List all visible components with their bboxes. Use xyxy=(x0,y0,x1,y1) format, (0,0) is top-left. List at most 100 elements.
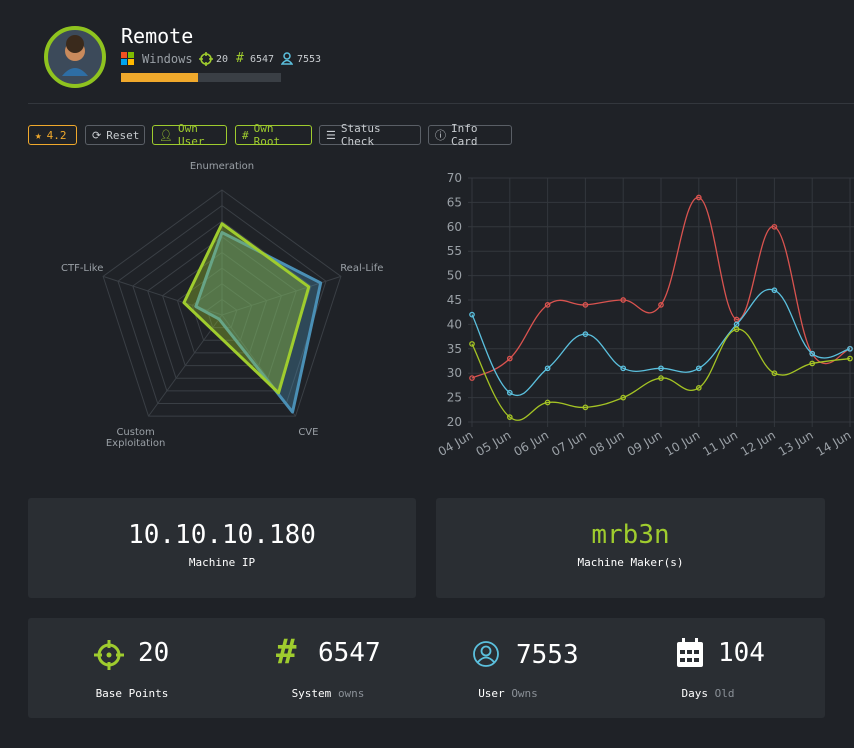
y-tick-label: 20 xyxy=(447,415,462,429)
stat-label-text: User xyxy=(478,687,505,700)
y-tick-label: 25 xyxy=(447,391,462,405)
points-icon xyxy=(199,52,213,66)
point xyxy=(847,345,853,352)
y-tick-label: 70 xyxy=(447,171,462,185)
radar-ring xyxy=(117,205,327,404)
line-series xyxy=(471,288,851,396)
radar-ring xyxy=(161,251,283,367)
line-series xyxy=(471,328,851,421)
stat-value: 7553 xyxy=(516,640,579,670)
point xyxy=(469,375,475,381)
point xyxy=(620,394,627,401)
own-user-label: Own User xyxy=(177,122,205,148)
progress-bar xyxy=(121,73,198,82)
user-icon xyxy=(281,52,293,65)
points-icon-large xyxy=(94,640,124,670)
calendar-icon xyxy=(677,638,703,667)
point xyxy=(695,384,702,391)
point xyxy=(469,311,475,318)
radar-ring xyxy=(132,220,312,392)
stat-value: 20 xyxy=(138,638,170,668)
point xyxy=(544,399,551,406)
status-check-button[interactable]: ☰ Status Check xyxy=(319,122,421,148)
y-tick-label: 30 xyxy=(447,366,462,380)
point xyxy=(658,365,664,372)
point xyxy=(582,302,589,308)
x-tick-label: 05 Jun xyxy=(474,428,514,459)
stat-sub: Old xyxy=(714,687,735,700)
stat-label: Days Old xyxy=(658,687,758,700)
y-tick-label: 40 xyxy=(447,317,462,331)
stat-label: User Owns xyxy=(458,687,558,700)
point xyxy=(506,414,513,420)
point xyxy=(771,370,778,377)
radar-label: Custom Exploitation xyxy=(105,426,166,449)
machine-maker[interactable]: mrb3n xyxy=(591,520,670,550)
point xyxy=(544,302,551,308)
machine-ip: 10.10.10.180 xyxy=(128,520,316,550)
user-icon-large xyxy=(473,641,499,667)
stat-label-text: Base Points xyxy=(95,687,169,700)
point xyxy=(469,341,475,347)
system-owns: 6547 xyxy=(250,54,275,65)
radar-label: CTF-Like xyxy=(60,262,104,274)
info-card-button[interactable]: ⓘ Info Card xyxy=(428,122,512,148)
radar-ring xyxy=(102,189,342,417)
point xyxy=(620,365,627,372)
point xyxy=(506,389,513,396)
point xyxy=(582,404,589,411)
x-tick-label: 13 Jun xyxy=(776,428,816,459)
point xyxy=(695,194,702,201)
radar-label: CVE xyxy=(298,426,319,438)
point xyxy=(658,375,664,381)
radar-area xyxy=(182,222,311,395)
radar-area xyxy=(194,231,323,414)
point xyxy=(809,360,816,367)
x-tick-label: 07 Jun xyxy=(549,428,589,459)
x-tick-label: 08 Jun xyxy=(587,428,627,459)
stats-card: # 20 6547 7553 104 Base Points System ow… xyxy=(28,618,825,718)
reset-button[interactable]: ⟳ Reset xyxy=(85,125,145,145)
point xyxy=(658,302,664,308)
y-tick-label: 55 xyxy=(447,244,462,258)
divider xyxy=(28,103,854,104)
avatar xyxy=(44,26,106,88)
point xyxy=(620,297,627,303)
point xyxy=(809,350,816,357)
point xyxy=(582,331,589,338)
user-owns: 7553 xyxy=(297,54,322,65)
own-user-button[interactable]: 👤︎ Own User xyxy=(152,122,227,148)
point xyxy=(771,223,778,230)
x-tick-label: 06 Jun xyxy=(511,428,551,459)
own-root-button[interactable]: # Own Root xyxy=(235,122,312,148)
stat-value: 104 xyxy=(718,638,765,668)
x-tick-label: 10 Jun xyxy=(663,428,703,459)
machine-ip-label: Machine IP xyxy=(188,556,256,569)
y-tick-label: 65 xyxy=(447,195,462,209)
radar-ring xyxy=(206,298,238,329)
y-tick-label: 45 xyxy=(447,293,462,307)
os: Windows xyxy=(142,52,193,66)
x-tick-label: 04 Jun xyxy=(436,428,476,459)
hash-icon-large: # xyxy=(276,632,297,672)
point xyxy=(733,326,740,333)
points: 20 xyxy=(216,54,229,65)
radar-label: Enumeration xyxy=(189,161,255,172)
hash-icon: # xyxy=(236,51,244,66)
stat-label-text: Days xyxy=(681,687,709,700)
radar-spoke xyxy=(148,314,223,417)
rating-button[interactable]: ★ 4.2 xyxy=(28,125,77,145)
reset-label: Reset xyxy=(106,128,140,142)
maker-card[interactable]: mrb3n Machine Maker(s) xyxy=(436,498,825,598)
point xyxy=(544,365,551,372)
radar-chart xyxy=(102,189,342,417)
point xyxy=(506,355,513,362)
point xyxy=(771,287,778,294)
stat-sub: owns xyxy=(337,687,365,700)
radar-ring xyxy=(147,236,297,379)
stat-label: Base Points xyxy=(82,687,182,700)
progress-track xyxy=(121,73,281,82)
stat-value: 6547 xyxy=(318,638,381,668)
stat-sub: Owns xyxy=(511,687,538,700)
